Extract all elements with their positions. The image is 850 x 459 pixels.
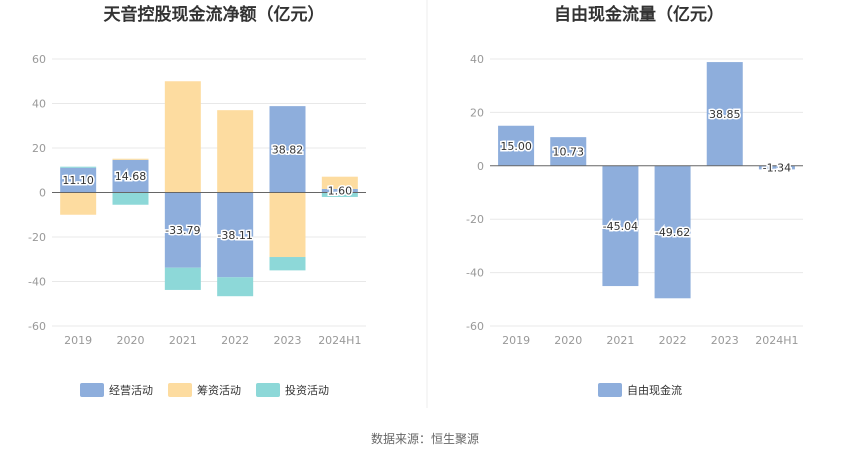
x-tick-label: 2023 <box>274 334 302 347</box>
x-tick-label: 2024H1 <box>755 334 798 347</box>
data-label: -33.79 <box>165 224 200 237</box>
bar-自由现金流 <box>706 62 743 166</box>
bar-经营活动 <box>112 159 149 193</box>
x-tick-label: 2020 <box>117 334 145 347</box>
data-label: -38.11 <box>217 229 252 242</box>
y-tick-label: -60 <box>28 320 46 333</box>
bar-自由现金流 <box>498 125 535 166</box>
x-tick-label: 2020 <box>554 334 582 347</box>
data-label: -1.34 <box>763 162 791 175</box>
bar-自由现金流 <box>758 165 795 170</box>
chart-title: 自由现金流量（亿元） <box>554 4 724 25</box>
bar-投资活动 <box>269 257 306 271</box>
data-label: 38.82 <box>272 143 304 156</box>
y-tick-label: 0 <box>477 160 484 173</box>
data-label: 11.10 <box>62 174 94 187</box>
legend-swatch <box>168 383 192 397</box>
bar-筹资活动 <box>217 110 254 193</box>
legend-label: 投资活动 <box>285 383 329 397</box>
data-label: -49.62 <box>655 226 690 239</box>
bar-经营活动 <box>269 106 306 193</box>
y-tick-label: -60 <box>466 320 484 333</box>
chart-title: 天音控股现金流净额（亿元） <box>104 4 325 25</box>
legend-label: 经营活动 <box>109 383 153 397</box>
legend-label: 自由现金流 <box>627 383 682 397</box>
x-tick-label: 2019 <box>64 334 92 347</box>
x-tick-label: 2023 <box>711 334 739 347</box>
y-tick-label: 60 <box>32 53 46 66</box>
legend-label: 筹资活动 <box>197 383 241 397</box>
bar-筹资活动 <box>60 192 97 215</box>
legend-swatch <box>256 383 280 397</box>
x-tick-label: 2021 <box>606 334 634 347</box>
bar-投资活动 <box>321 192 358 197</box>
free-cashflow-chart: 自由现金流量（亿元） 40 20 0 -20 -40 -60 2019 2020 2021 2022… <box>466 4 803 397</box>
x-tick-label: 2022 <box>659 334 687 347</box>
bar-经营活动 <box>164 192 201 268</box>
bar-筹资活动 <box>112 158 149 160</box>
y-tick-label: 40 <box>470 53 484 66</box>
data-label: 1.60 <box>328 185 353 198</box>
bar-经营活动 <box>60 167 97 193</box>
x-tick-label: 2021 <box>169 334 197 347</box>
legend-swatch <box>80 383 104 397</box>
y-tick-label: -40 <box>28 276 46 289</box>
y-tick-label: 40 <box>32 98 46 111</box>
legend-swatch <box>598 383 622 397</box>
bar-筹资活动 <box>321 176 358 189</box>
y-tick-label: 0 <box>39 187 46 200</box>
cashflow-chart: 天音控股现金流净额（亿元） 60 40 20 0 -20 -40 -60 2019 2020 202… <box>28 4 366 397</box>
y-tick-label: 20 <box>470 106 484 119</box>
data-label: 38.85 <box>709 108 741 121</box>
data-label: 10.73 <box>553 145 585 158</box>
bar-投资活动 <box>217 277 254 297</box>
bar-自由现金流 <box>602 165 639 287</box>
bar-筹资活动 <box>164 81 201 193</box>
x-tick-label: 2022 <box>221 334 249 347</box>
bar-投资活动 <box>164 267 201 290</box>
x-tick-label: 2019 <box>502 334 530 347</box>
y-tick-label: 20 <box>32 142 46 155</box>
bar-经营活动 <box>217 192 254 278</box>
bar-经营活动 <box>321 188 358 193</box>
bar-自由现金流 <box>654 165 691 299</box>
bar-筹资活动 <box>269 192 306 258</box>
bar-投资活动 <box>60 166 97 168</box>
x-tick-label: 2024H1 <box>318 334 361 347</box>
y-tick-label: -20 <box>28 231 46 244</box>
y-tick-label: -40 <box>466 267 484 280</box>
source-text: 数据来源：恒生聚源 <box>371 431 479 446</box>
data-label: -45.04 <box>603 220 638 233</box>
bar-自由现金流 <box>550 137 587 166</box>
data-label: 14.68 <box>115 170 147 183</box>
bar-投资活动 <box>112 192 149 205</box>
y-tick-label: -20 <box>466 213 484 226</box>
data-label: 15.00 <box>500 140 532 153</box>
